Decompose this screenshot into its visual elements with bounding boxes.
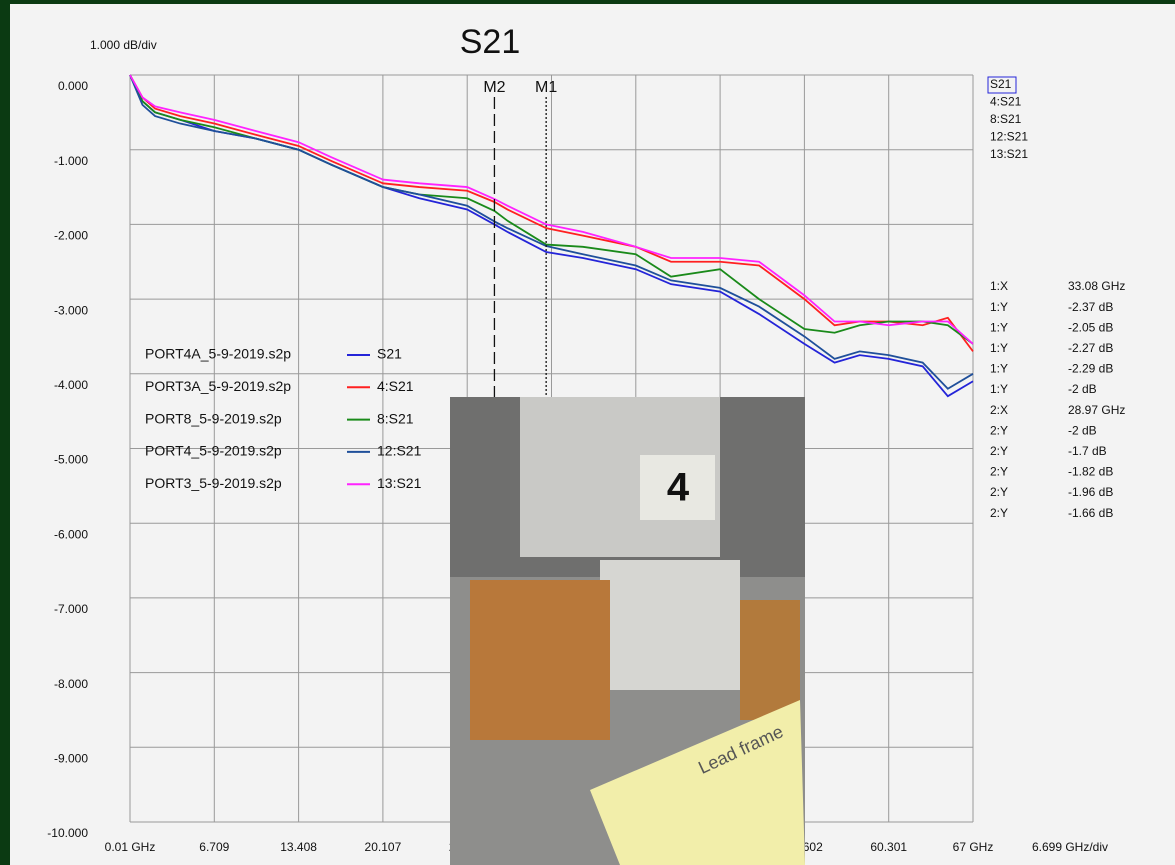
readout-label: 1:Y — [990, 341, 1008, 355]
legend-file: PORT8_5-9-2019.s2p — [145, 410, 282, 426]
x-tick-label: 67 GHz — [953, 840, 994, 854]
y-tick-label: -5.000 — [54, 453, 88, 467]
legend-entry: 8:S21 — [990, 112, 1022, 126]
readout-label: 2:Y — [990, 444, 1008, 458]
y-tick-label: -3.000 — [54, 303, 88, 317]
readout-label: 2:Y — [990, 506, 1008, 520]
readout-label: 1:Y — [990, 300, 1008, 314]
legend-entry: 12:S21 — [990, 130, 1028, 144]
x-tick-label: 6.709 — [199, 840, 229, 854]
readout-value: -1.96 dB — [1068, 485, 1113, 499]
legend-entry: 13:S21 — [377, 475, 422, 491]
readout-value: -1.82 dB — [1068, 465, 1113, 479]
y-tick-label: -2.000 — [54, 229, 88, 243]
marker-name: M2 — [483, 79, 505, 96]
readout-value: -2.29 dB — [1068, 362, 1113, 376]
readout-label: 2:Y — [990, 465, 1008, 479]
readout-value: -1.66 dB — [1068, 506, 1113, 520]
photo: 4 Lead frame — [450, 397, 805, 865]
y-tick-label: -8.000 — [54, 677, 88, 691]
page: 1.000 dB/div S21 6.699 GHz/div 0.000 -1.0… — [0, 0, 1175, 865]
readout-value: -2 dB — [1068, 382, 1097, 396]
y-tick-label: -4.000 — [54, 378, 88, 392]
readout-value: -2.37 dB — [1068, 300, 1113, 314]
x-tick-label: 20.107 — [365, 840, 402, 854]
x-tick-label: 13.408 — [280, 840, 317, 854]
legend-entry: 4:S21 — [377, 378, 414, 394]
readout-value: -2.05 dB — [1068, 320, 1113, 334]
y-tick-label: -9.000 — [54, 751, 88, 765]
legend-entry: S21 — [377, 346, 402, 362]
legend-entry: 8:S21 — [377, 410, 414, 426]
readout-value: 33.08 GHz — [1068, 279, 1125, 293]
x-tick-label: 60.301 — [870, 840, 907, 854]
readout-label: 2:Y — [990, 423, 1008, 437]
y-scale-label: 1.000 dB/div — [90, 38, 157, 52]
x-scale-label: 6.699 GHz/div — [1032, 840, 1108, 854]
y-tick-label: -10.000 — [47, 826, 88, 840]
readout-label: 1:Y — [990, 382, 1008, 396]
marker-name: M1 — [535, 79, 557, 96]
readout-value: -2.27 dB — [1068, 341, 1113, 355]
readout-label: 1:X — [990, 279, 1008, 293]
readout-label: 2:X — [990, 403, 1008, 417]
readout-label: 2:Y — [990, 485, 1008, 499]
y-tick-label: -6.000 — [54, 527, 88, 541]
legend-file: PORT3A_5-9-2019.s2p — [145, 378, 291, 394]
readout-value: 28.97 GHz — [1068, 403, 1125, 417]
legend-file: PORT4A_5-9-2019.s2p — [145, 346, 291, 362]
chart-title: S21 — [460, 23, 521, 61]
y-tick-label: 0.000 — [58, 79, 88, 93]
y-tick-label: -1.000 — [54, 154, 88, 168]
legend-file: PORT3_5-9-2019.s2p — [145, 475, 282, 491]
svg-text:4: 4 — [667, 466, 690, 510]
legend-file: PORT4_5-9-2019.s2p — [145, 443, 282, 459]
chart: 1.000 dB/div S21 6.699 GHz/div 0.000 -1.0… — [0, 0, 1175, 865]
legend-entry: 4:S21 — [990, 95, 1022, 109]
readout-value: -1.7 dB — [1068, 444, 1107, 458]
readout-label: 1:Y — [990, 362, 1008, 376]
legend-entry: 13:S21 — [990, 147, 1028, 161]
readout-value: -2 dB — [1068, 423, 1097, 437]
legend-entry: S21 — [990, 77, 1012, 91]
legend-entry: 12:S21 — [377, 443, 422, 459]
readout-label: 1:Y — [990, 320, 1008, 334]
y-tick-label: -7.000 — [54, 602, 88, 616]
x-tick-label: 0.01 GHz — [105, 840, 156, 854]
